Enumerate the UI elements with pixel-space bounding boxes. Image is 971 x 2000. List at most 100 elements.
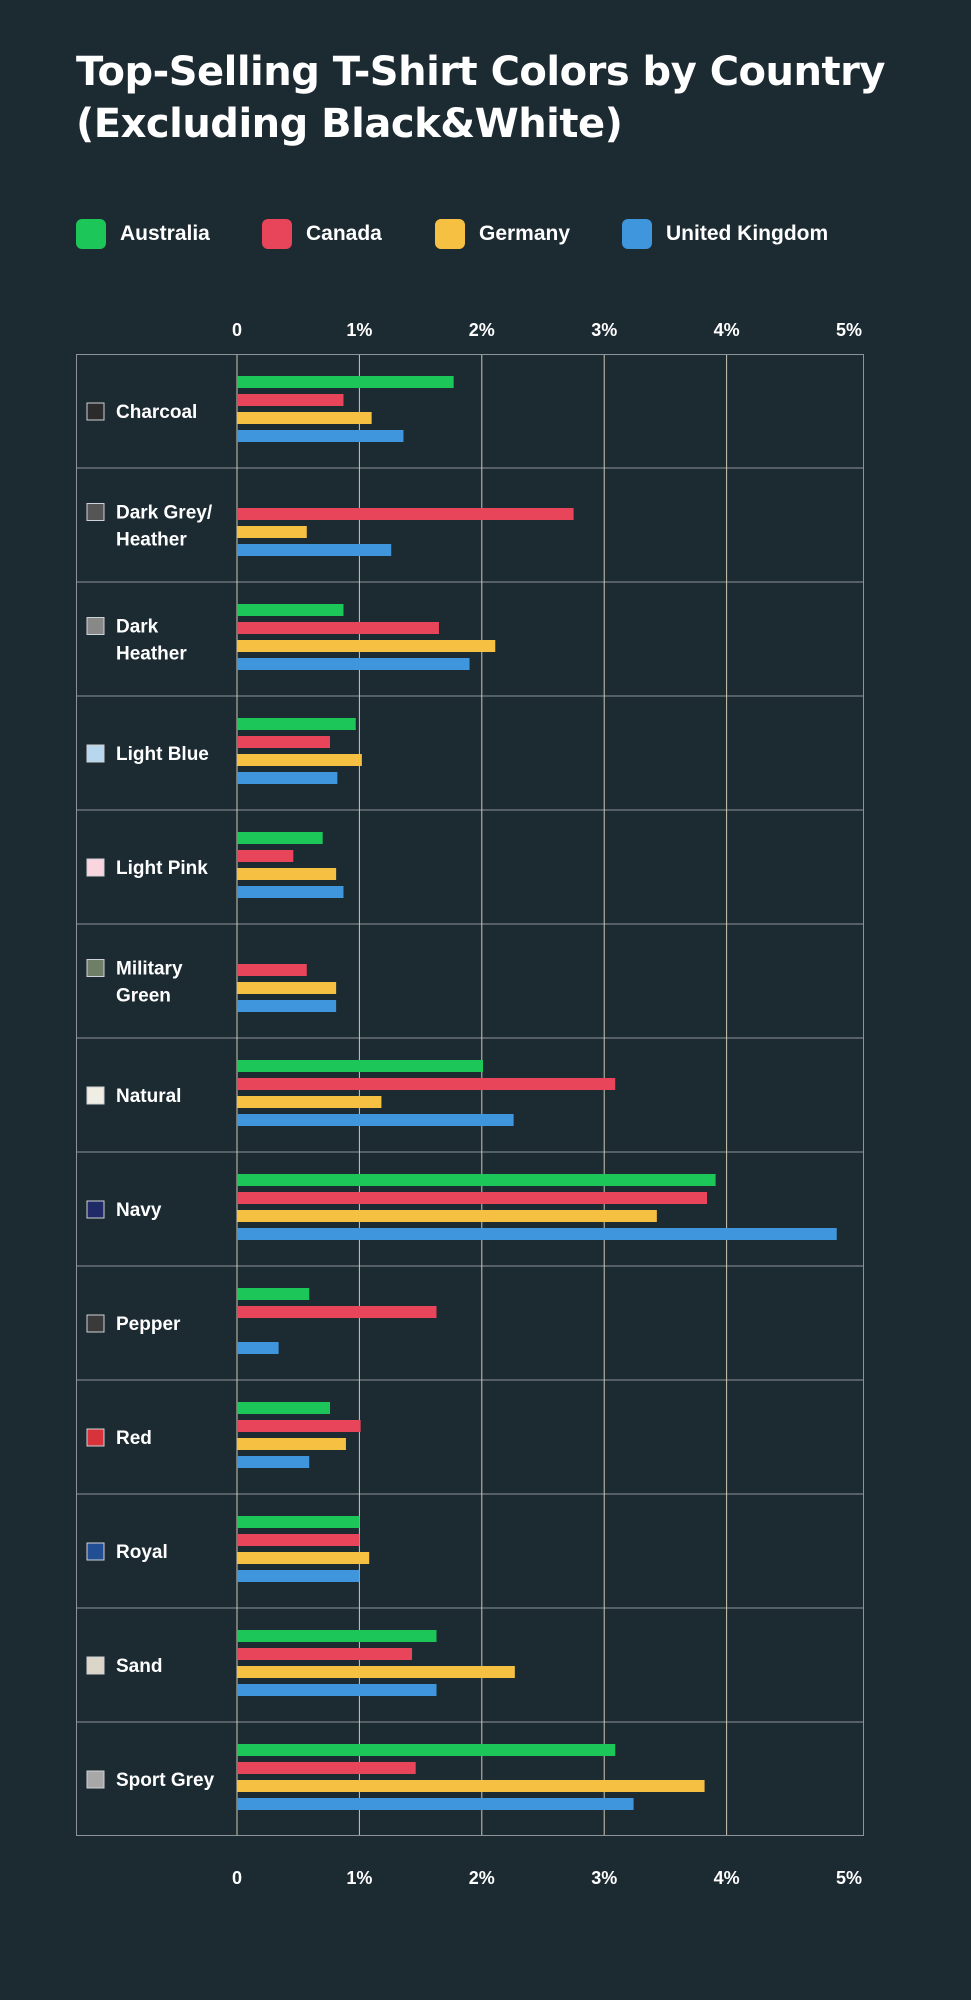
x-tick-label-top: 5% [836,320,862,340]
chart-title: Top-Selling T-Shirt Colors by Country (E… [76,49,885,147]
bar-canada-pepper [237,1306,437,1318]
legend-label-germany: Germany [479,222,571,245]
legend-item-germany[interactable]: Germany [435,218,570,250]
category-label-dark-grey-heather: Dark Grey/ [116,503,213,524]
category-swatch-charcoal [86,402,105,421]
legend-label-canada: Canada [306,222,382,245]
bar-united-kingdom-sport-grey [237,1798,634,1810]
bar-germany-military-green [237,982,337,994]
x-tick-label-top: 2% [469,320,495,340]
category-label-dark-heather: Dark [116,617,159,638]
x-tick-label-bottom: 3% [591,1868,617,1888]
category-label-charcoal: Charcoal [116,402,197,423]
bar-germany-royal [237,1552,370,1564]
category-label-light-pink: Light Pink [116,858,208,879]
bar-united-kingdom-royal [237,1570,360,1582]
category-label-sand: Sand [116,1656,162,1677]
bar-germany-navy [237,1210,657,1222]
bar-canada-navy [237,1192,708,1204]
bar-united-kingdom-military-green [237,1000,337,1012]
category-swatch-red [86,1428,105,1447]
bar-united-kingdom-dark-grey-heather [237,544,392,556]
bar-germany-light-blue [237,754,362,766]
bar-australia-pepper [237,1288,310,1300]
category-label-red: Red [116,1428,152,1449]
legend-item-australia[interactable]: Australia [76,218,210,250]
bar-united-kingdom-navy [237,1228,837,1240]
category-swatch-dark-grey-heather [86,503,105,521]
category-label-dark-heather: Heather [116,644,187,665]
x-tick-label-bottom: 4% [714,1868,740,1888]
legend-item-united-kingdom[interactable]: United Kingdom [622,218,828,250]
legend-swatch-australia [76,219,106,249]
legend-swatch-united-kingdom [622,219,652,249]
bar-germany-sport-grey [237,1780,705,1792]
bar-australia-navy [237,1174,716,1186]
category-swatch-sport-grey [86,1770,105,1789]
category-swatch-sand [86,1656,105,1675]
bar-australia-natural [237,1060,484,1072]
category-label-navy: Navy [116,1200,162,1221]
bar-australia-sand [237,1630,437,1642]
x-tick-label-top: 4% [714,320,740,340]
bar-germany-dark-grey-heather [237,526,307,538]
category-label-military-green: Green [116,986,171,1007]
bar-germany-sand [237,1666,515,1678]
category-swatch-royal [86,1542,105,1561]
legend-item-canada[interactable]: Canada [262,218,382,250]
bar-canada-sport-grey [237,1762,416,1774]
bar-canada-light-blue [237,736,331,748]
bar-united-kingdom-light-blue [237,772,338,784]
bar-canada-natural [237,1078,616,1090]
bar-canada-red [237,1420,361,1432]
x-tick-label-bottom: 1% [346,1868,372,1888]
legend-label-united-kingdom: United Kingdom [666,222,829,245]
bar-united-kingdom-dark-heather [237,658,470,670]
legend-label-australia: Australia [120,222,210,245]
bar-australia-sport-grey [237,1744,616,1756]
x-tick-label-bottom: 0 [232,1868,242,1888]
x-tick-label-top: 0 [232,320,242,340]
category-label-pepper: Pepper [116,1314,181,1335]
category-label-sport-grey: Sport Grey [116,1770,215,1791]
bar-united-kingdom-red [237,1456,310,1468]
category-label-natural: Natural [116,1086,181,1107]
bar-canada-light-pink [237,850,294,862]
category-swatch-pepper [86,1314,105,1333]
category-swatch-dark-heather [86,617,105,635]
bar-germany-light-pink [237,868,337,880]
bar-canada-charcoal [237,394,344,406]
x-tick-label-bottom: 2% [469,1868,495,1888]
bar-australia-red [237,1402,331,1414]
category-swatch-light-blue [86,744,105,763]
legend-swatch-canada [262,219,292,249]
bar-united-kingdom-pepper [237,1342,279,1354]
bar-canada-dark-grey-heather [237,508,574,520]
bar-australia-dark-heather [237,604,344,616]
category-label-royal: Royal [116,1542,168,1563]
category-swatch-natural [86,1086,105,1105]
bar-germany-natural [237,1096,382,1108]
bar-united-kingdom-charcoal [237,430,404,442]
bar-germany-dark-heather [237,640,496,652]
bar-canada-dark-heather [237,622,439,634]
bar-united-kingdom-light-pink [237,886,344,898]
category-swatch-navy [86,1200,105,1219]
category-label-light-blue: Light Blue [116,744,209,765]
category-swatch-light-pink [86,858,105,877]
bar-germany-red [237,1438,346,1450]
x-tick-label-bottom: 5% [836,1868,862,1888]
category-label-military-green: Military [116,959,183,980]
bar-australia-charcoal [237,376,454,388]
legend-swatch-germany [435,219,465,249]
bar-australia-royal [237,1516,360,1528]
category-swatch-military-green [86,959,105,977]
x-tick-label-top: 1% [346,320,372,340]
bar-australia-light-blue [237,718,356,730]
plot-frame [76,354,864,1836]
category-label-dark-grey-heather: Heather [116,530,187,551]
bar-australia-light-pink [237,832,323,844]
bar-canada-royal [237,1534,360,1546]
bar-germany-charcoal [237,412,372,424]
